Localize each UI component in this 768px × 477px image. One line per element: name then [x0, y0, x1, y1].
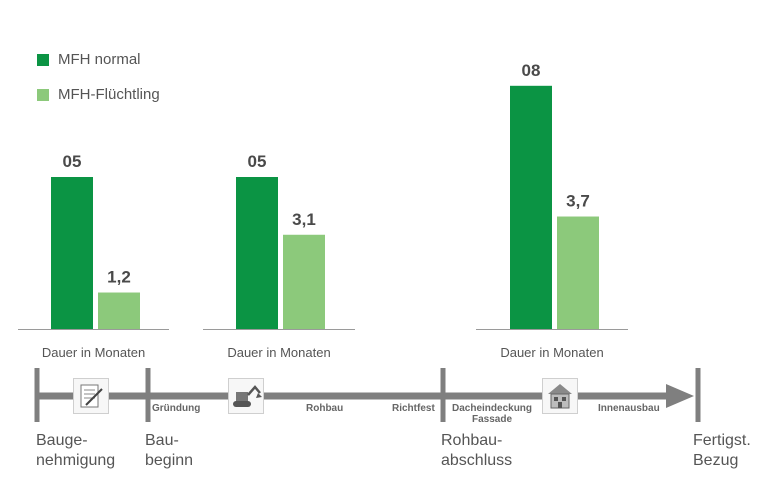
bar-mfh-fluechtling: [98, 292, 140, 329]
milestone-label-baugenehmigung-line1: Bauge-: [36, 432, 88, 449]
legend-item-fluechtling: MFH-Flüchtling: [37, 86, 160, 103]
milestone-label-baugenehmigung-line2: nehmigung: [36, 452, 116, 469]
house-icon: [542, 378, 578, 414]
bar-mfh-normal: [510, 85, 552, 329]
excavator-icon: [228, 378, 264, 414]
milestone-label-rohbauabschluss-line1: Rohbau-: [441, 432, 503, 449]
milestone-label-rohbauabschluss-line2: abschluss: [441, 452, 513, 469]
legend-swatch-normal: [37, 53, 49, 66]
legend-label-normal: MFH normal: [58, 51, 141, 68]
phase-label-innenausbau: Innenausbau: [598, 403, 660, 414]
group-axis-label: Dauer in Monaten: [227, 345, 330, 360]
milestone-label-fertigstellung-line2: Bezug: [693, 452, 739, 469]
bar-mfh-fluechtling: [557, 216, 599, 329]
phase-label-dacheindeckung-line2: Fassade: [472, 414, 513, 425]
bar-value-label: 08: [522, 61, 541, 80]
milestone-label-baubeginn-line1: Bau-: [145, 432, 179, 449]
bar-mfh-normal: [236, 177, 278, 329]
bar-value-label: 05: [63, 152, 82, 171]
legend-item-normal: MFH normal: [37, 51, 141, 68]
bar-mfh-normal: [51, 177, 93, 329]
legend-swatch-fluechtling: [37, 88, 49, 101]
milestone-label-rohbauabschluss: Rohbau- abschluss: [441, 431, 512, 471]
bar-value-label: 3,7: [566, 192, 590, 211]
milestone-label-baubeginn-line2: beginn: [145, 452, 194, 469]
milestone-label-baubeginn: Bau- beginn: [145, 431, 193, 471]
phase-label-dacheindeckung-line1: Dacheindeckung: [452, 403, 533, 414]
phase-label-dacheindeckung: Dacheindeckung Fassade: [452, 403, 532, 425]
phase-label-rohbau: Rohbau: [306, 403, 344, 414]
milestone-label-baugenehmigung: Bauge- nehmigung: [36, 431, 115, 471]
bar-value-label: 3,1: [292, 210, 316, 229]
milestone-label-fertigstellung: Fertigst. Bezug: [693, 431, 751, 471]
bar-value-label: 05: [248, 152, 267, 171]
phase-label-richtfest: Richtfest: [392, 403, 435, 414]
phase-label-gruendung: Gründung: [152, 403, 201, 414]
timeline-arrow-head: [666, 384, 694, 408]
bar-value-label: 1,2: [107, 268, 131, 287]
legend-label-fluechtling: MFH-Flüchtling: [58, 86, 160, 103]
bar-mfh-fluechtling: [283, 234, 325, 329]
group-axis-label: Dauer in Monaten: [42, 345, 145, 360]
milestone-label-fertigstellung-line1: Fertigst.: [693, 432, 751, 449]
group-axis-label: Dauer in Monaten: [500, 345, 603, 360]
document-icon: [73, 378, 109, 414]
